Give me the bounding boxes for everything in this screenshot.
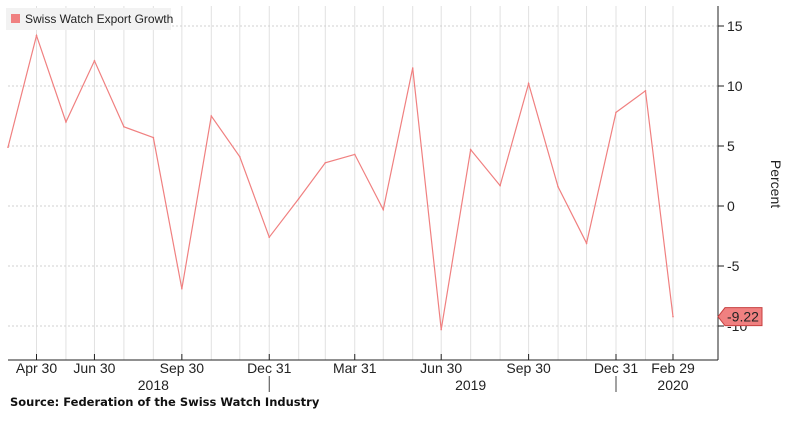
x-tick-label: Sep 30 [160,360,205,376]
last-value-marker: -9.22 [717,307,763,327]
series-line [7,33,674,330]
data-point [644,90,647,92]
x-tick-label: Apr 30 [16,360,57,376]
data-point [35,34,38,37]
data-point [324,162,327,164]
x-tick-label: Mar 31 [333,360,377,376]
x-tick-label: Feb 29 [651,360,695,376]
data-point [181,288,183,290]
data-point [239,156,241,158]
data-point [152,136,155,139]
x-tick-label: Jun 30 [420,360,462,376]
x-tick-label: Dec 31 [247,360,292,376]
year-label: 2020 [657,377,688,393]
data-point [382,208,385,211]
series-layer [7,33,674,331]
data-point [353,153,356,156]
year-label: 2019 [455,377,486,393]
x-tick-label: Dec 31 [594,360,639,376]
source-note: Source: Federation of the Swiss Watch In… [10,395,320,409]
data-point [7,146,9,148]
last-value-badge [717,307,763,327]
data-point [672,315,674,318]
x-axis: Apr 30 Jun 30 Sep 30 Dec 31 Mar 31 Jun 30 Sep … [16,354,695,393]
gridlines [8,6,718,360]
data-point [268,236,271,238]
y-tick-label: 5 [727,138,735,154]
data-point [65,121,67,123]
y-axis-title: Percent [768,160,784,208]
data-point [210,115,213,117]
y-tick-label: 10 [727,78,743,94]
y-tick-label: 15 [727,18,743,34]
data-point [499,184,501,187]
data-point [615,111,617,114]
data-point [557,186,559,188]
data-point [123,126,125,128]
year-label: 2018 [138,377,169,393]
legend-swatch [11,14,20,23]
y-tick-label: -5 [727,258,740,274]
last-value-label: -9.22 [727,309,759,325]
data-point [93,60,96,62]
legend-label: Swiss Watch Export Growth [25,12,173,26]
data-point [469,148,472,151]
data-point [585,242,588,244]
data-point [297,198,300,200]
data-point [527,82,530,85]
data-point [411,67,414,69]
data-point [440,328,443,331]
x-tick-label: Sep 30 [506,360,551,376]
legend-box [6,8,171,30]
x-tick-label: Jun 30 [73,360,115,376]
y-tick-label: 0 [727,198,735,214]
